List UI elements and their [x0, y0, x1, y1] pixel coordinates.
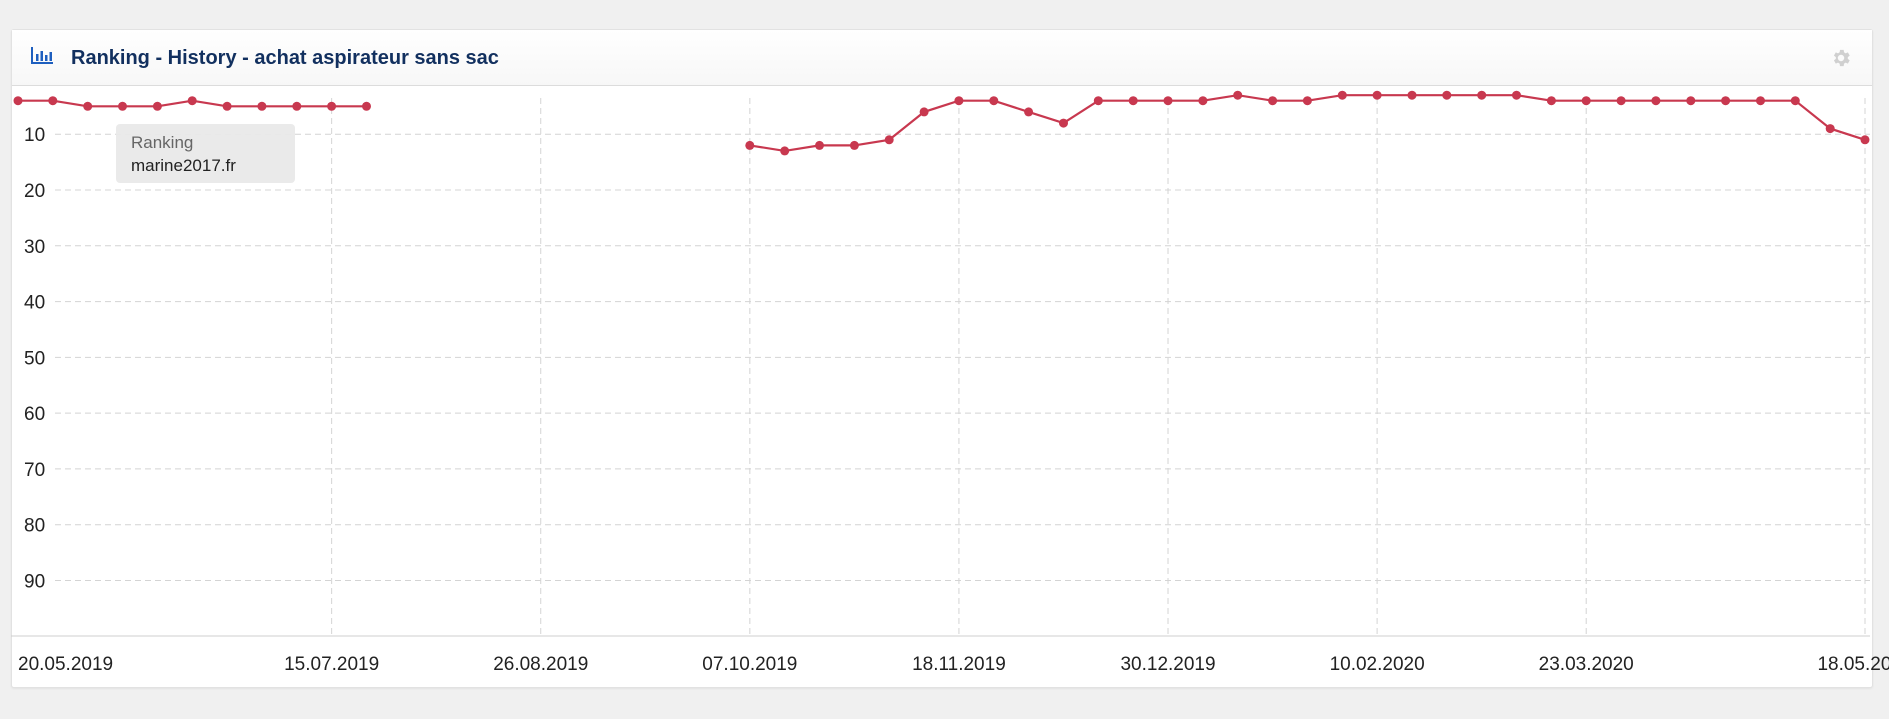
data-point	[1198, 96, 1208, 106]
x-tick-label: 15.07.2019	[284, 654, 379, 675]
gear-icon[interactable]	[1830, 47, 1852, 69]
data-point	[257, 101, 267, 111]
panel-header: Ranking - History - achat aspirateur san…	[12, 30, 1872, 86]
data-point	[152, 101, 162, 111]
data-point	[884, 135, 894, 145]
data-point	[1546, 96, 1556, 106]
data-point	[1756, 96, 1765, 106]
x-tick-label: 20.05.2019	[18, 654, 113, 675]
data-point	[1024, 107, 1034, 117]
data-point	[1651, 96, 1661, 106]
x-tick-label: 26.08.2019	[493, 654, 588, 675]
data-point	[362, 101, 371, 111]
data-point	[222, 101, 232, 111]
data-point	[1268, 96, 1278, 106]
data-point	[989, 96, 999, 106]
data-point	[1372, 90, 1382, 100]
data-point	[1059, 118, 1068, 128]
data-point	[745, 140, 755, 150]
data-point	[954, 96, 964, 106]
data-point	[1686, 96, 1696, 106]
x-tick-label: 18.05.2020	[1817, 654, 1889, 675]
data-point	[1233, 90, 1243, 100]
bar-chart-icon	[31, 47, 53, 64]
tooltip-title: Ranking	[131, 133, 194, 152]
panel-title: Ranking - History - achat aspirateur san…	[71, 47, 499, 69]
data-point	[1302, 96, 1312, 106]
data-point	[118, 101, 127, 111]
data-point	[83, 101, 93, 111]
data-point	[187, 96, 197, 106]
tooltip-value: marine2017.fr	[131, 156, 236, 175]
ranking-history-panel: Ranking - History - achat aspirateur san…	[11, 29, 1873, 688]
data-point	[13, 96, 23, 106]
data-point	[1581, 96, 1591, 106]
x-tick-label: 07.10.2019	[702, 654, 797, 675]
y-tick-label: 90	[24, 572, 45, 593]
y-tick-label: 70	[24, 460, 45, 481]
x-tick-label: 23.03.2020	[1539, 654, 1634, 675]
data-point	[780, 146, 790, 156]
data-point	[849, 140, 859, 150]
data-point	[1825, 124, 1835, 134]
y-tick-label: 80	[24, 516, 45, 537]
data-point	[1860, 135, 1870, 145]
data-point	[1093, 96, 1103, 106]
data-point	[1512, 90, 1521, 100]
data-point	[919, 107, 929, 117]
y-tick-label: 40	[24, 293, 45, 314]
data-point	[327, 101, 337, 111]
data-point	[815, 140, 824, 150]
data-point	[1790, 96, 1800, 106]
x-tick-label: 18.11.2019	[912, 654, 1006, 675]
y-tick-label: 20	[24, 181, 45, 202]
data-point	[1163, 96, 1173, 106]
y-tick-label: 50	[24, 348, 45, 369]
y-tick-label: 10	[24, 125, 45, 146]
data-point	[292, 101, 302, 111]
data-point	[1721, 96, 1731, 106]
data-point	[1616, 96, 1626, 106]
x-tick-label: 10.02.2020	[1330, 654, 1425, 675]
data-point	[1407, 90, 1417, 100]
data-point	[1337, 90, 1347, 100]
data-point	[1442, 90, 1452, 100]
data-point	[1477, 90, 1487, 100]
data-point	[48, 96, 58, 106]
y-tick-label: 30	[24, 237, 45, 258]
chart-tooltip: Ranking marine2017.fr	[116, 124, 295, 183]
data-point	[1128, 96, 1138, 106]
x-tick-label: 30.12.2019	[1120, 654, 1215, 675]
y-tick-label: 60	[24, 404, 45, 425]
